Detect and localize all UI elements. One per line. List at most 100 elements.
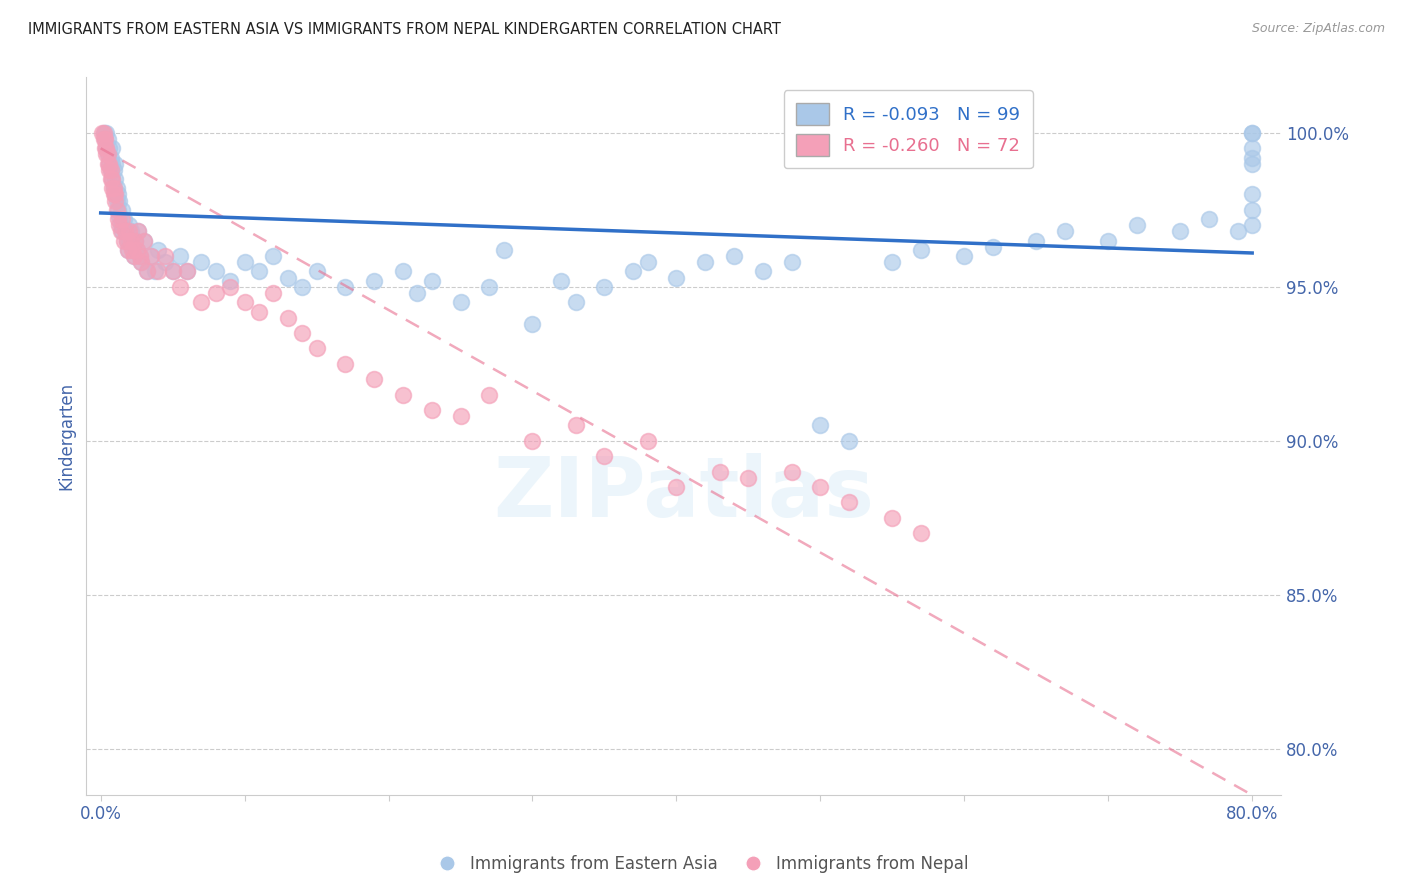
Legend: R = -0.093   N = 99, R = -0.260   N = 72: R = -0.093 N = 99, R = -0.260 N = 72	[783, 90, 1033, 169]
Point	[104, 187, 127, 202]
Point	[277, 270, 299, 285]
Point	[120, 234, 142, 248]
Y-axis label: Kindergarten: Kindergarten	[58, 382, 75, 491]
Point	[112, 234, 135, 248]
Point	[882, 255, 904, 269]
Point	[1241, 219, 1264, 233]
Point	[96, 141, 118, 155]
Point	[94, 132, 117, 146]
Point	[335, 357, 357, 371]
Point	[122, 249, 145, 263]
Point	[94, 141, 117, 155]
Text: IMMIGRANTS FROM EASTERN ASIA VS IMMIGRANTS FROM NEPAL KINDERGARTEN CORRELATION C: IMMIGRANTS FROM EASTERN ASIA VS IMMIGRAN…	[28, 22, 780, 37]
Point	[492, 243, 515, 257]
Point	[118, 224, 141, 238]
Point	[780, 255, 803, 269]
Point	[108, 219, 131, 233]
Point	[115, 234, 138, 248]
Point	[838, 434, 860, 448]
Point	[737, 471, 759, 485]
Point	[128, 249, 150, 263]
Point	[100, 151, 122, 165]
Point	[117, 243, 139, 257]
Point	[105, 181, 128, 195]
Point	[291, 326, 314, 340]
Point	[104, 156, 127, 170]
Point	[910, 526, 932, 541]
Point	[808, 480, 831, 494]
Point	[205, 286, 228, 301]
Point	[637, 255, 659, 269]
Point	[97, 156, 120, 170]
Point	[129, 255, 152, 269]
Point	[97, 147, 120, 161]
Point	[118, 234, 141, 248]
Point	[104, 194, 127, 208]
Point	[190, 255, 212, 269]
Point	[96, 126, 118, 140]
Point	[1198, 212, 1220, 227]
Text: Source: ZipAtlas.com: Source: ZipAtlas.com	[1251, 22, 1385, 36]
Point	[882, 511, 904, 525]
Point	[103, 181, 125, 195]
Point	[98, 156, 121, 170]
Point	[135, 264, 157, 278]
Point	[695, 255, 717, 269]
Point	[420, 274, 443, 288]
Point	[478, 387, 501, 401]
Point	[752, 264, 775, 278]
Point	[114, 224, 136, 238]
Point	[1226, 224, 1249, 238]
Point	[363, 274, 385, 288]
Point	[122, 249, 145, 263]
Point	[219, 274, 242, 288]
Point	[169, 280, 191, 294]
Point	[190, 295, 212, 310]
Point	[100, 172, 122, 186]
Point	[262, 286, 284, 301]
Point	[124, 234, 146, 248]
Point	[111, 202, 134, 217]
Point	[953, 249, 976, 263]
Point	[169, 249, 191, 263]
Point	[205, 264, 228, 278]
Point	[522, 317, 544, 331]
Point	[132, 234, 155, 248]
Point	[94, 132, 117, 146]
Point	[97, 132, 120, 146]
Point	[103, 162, 125, 177]
Point	[450, 295, 472, 310]
Point	[709, 465, 731, 479]
Text: ZIPatlas: ZIPatlas	[494, 453, 875, 534]
Point	[112, 212, 135, 227]
Point	[1241, 156, 1264, 170]
Point	[121, 243, 143, 257]
Point	[838, 495, 860, 509]
Point	[108, 209, 131, 223]
Point	[162, 264, 184, 278]
Point	[98, 141, 121, 155]
Point	[406, 286, 429, 301]
Point	[107, 187, 129, 202]
Point	[550, 274, 572, 288]
Point	[135, 264, 157, 278]
Point	[128, 249, 150, 263]
Point	[104, 172, 127, 186]
Point	[108, 194, 131, 208]
Point	[723, 249, 745, 263]
Point	[100, 162, 122, 177]
Point	[127, 224, 149, 238]
Point	[91, 126, 114, 140]
Point	[420, 403, 443, 417]
Point	[129, 255, 152, 269]
Point	[176, 264, 198, 278]
Point	[1241, 126, 1264, 140]
Point	[103, 187, 125, 202]
Point	[155, 249, 177, 263]
Point	[139, 249, 162, 263]
Point	[247, 264, 270, 278]
Point	[111, 224, 134, 238]
Point	[107, 212, 129, 227]
Point	[1126, 219, 1149, 233]
Point	[910, 243, 932, 257]
